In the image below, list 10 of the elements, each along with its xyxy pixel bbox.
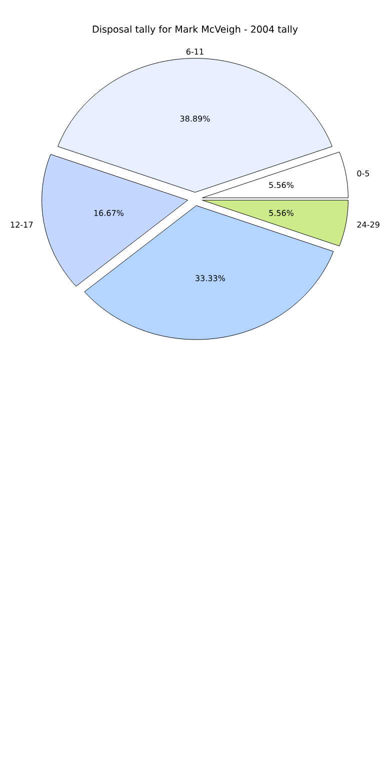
slice-label: 6-11 [186, 48, 204, 55]
data-label: 16.67% [94, 210, 124, 216]
slice-label: 12-17 [10, 222, 33, 228]
chart-title: Disposal tally for Mark McVeigh - 2004 tally [92, 25, 298, 35]
slice-label: 24-29 [357, 222, 380, 228]
data-label: 38.89% [180, 116, 210, 122]
data-label: 5.56% [269, 210, 294, 216]
data-label: 5.56% [269, 182, 294, 188]
data-label: 33.33% [196, 275, 225, 282]
slice-label: 0-5 [357, 170, 370, 176]
